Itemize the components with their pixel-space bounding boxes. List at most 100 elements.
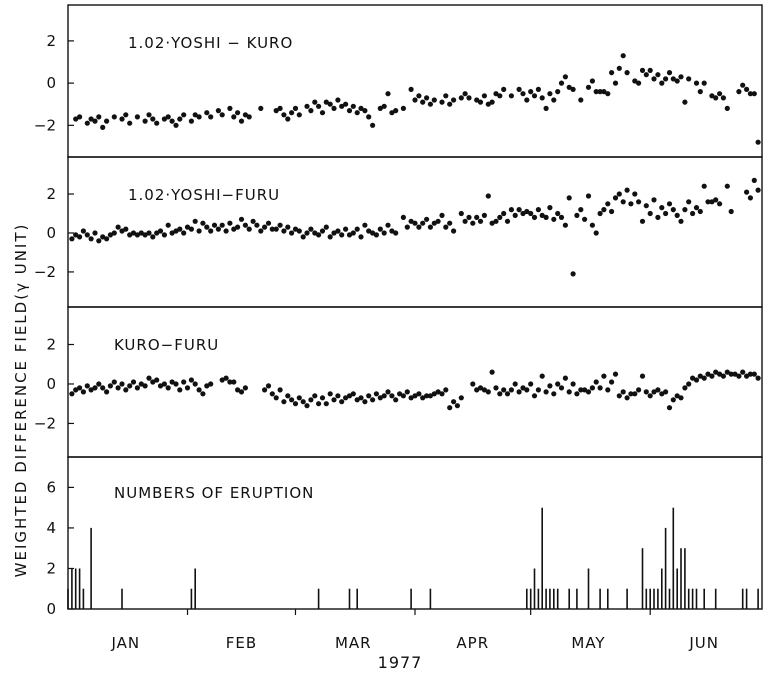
data-point <box>123 226 129 232</box>
data-point <box>161 381 167 387</box>
data-point <box>238 118 245 124</box>
data-point <box>316 103 322 109</box>
data-point <box>393 108 399 114</box>
data-point <box>755 375 761 381</box>
data-point <box>690 210 696 217</box>
data-point <box>157 383 164 389</box>
data-point <box>84 232 90 238</box>
data-point <box>605 201 611 207</box>
data-point <box>165 114 171 120</box>
data-point <box>651 76 657 82</box>
data-point <box>335 393 341 399</box>
data-point <box>350 103 356 109</box>
data-point <box>547 205 553 211</box>
data-point <box>169 230 175 236</box>
data-point <box>612 371 619 377</box>
data-point <box>339 232 345 238</box>
data-point <box>666 405 673 411</box>
data-point <box>277 222 283 228</box>
data-point <box>570 271 576 277</box>
data-point <box>188 226 194 232</box>
data-point <box>92 385 98 391</box>
data-point <box>713 197 719 203</box>
data-point <box>173 381 179 387</box>
data-point <box>720 95 727 101</box>
data-point <box>96 238 102 244</box>
data-point <box>636 80 642 86</box>
data-point <box>362 108 368 114</box>
data-point <box>655 214 661 220</box>
data-point <box>420 99 426 105</box>
data-point <box>447 405 453 411</box>
data-point <box>127 383 133 389</box>
data-point <box>701 183 707 189</box>
data-point <box>736 373 742 379</box>
panel-title: 1.02·YOSHI−FURU <box>128 186 280 204</box>
data-point <box>424 95 430 101</box>
data-point <box>381 230 387 236</box>
data-point <box>458 210 464 217</box>
data-point <box>377 226 383 232</box>
data-point <box>497 391 503 397</box>
data-point <box>238 389 245 395</box>
data-point <box>458 95 464 101</box>
data-point <box>100 124 106 130</box>
data-point <box>516 389 522 395</box>
data-point <box>377 395 383 401</box>
data-point <box>751 177 757 183</box>
data-point <box>242 222 248 228</box>
data-point <box>558 214 565 220</box>
data-point <box>543 214 549 220</box>
data-point <box>543 105 549 111</box>
data-point <box>578 387 584 393</box>
data-point <box>84 120 90 126</box>
data-point <box>366 393 372 399</box>
data-point <box>589 222 596 228</box>
data-point <box>663 389 669 395</box>
data-point <box>686 381 692 387</box>
data-point <box>196 228 202 234</box>
data-point <box>655 72 661 78</box>
data-point <box>585 389 592 395</box>
data-point <box>111 379 117 385</box>
data-point <box>354 110 360 116</box>
data-point <box>744 189 750 195</box>
data-point <box>262 224 268 230</box>
data-point <box>620 53 626 59</box>
data-point <box>111 230 117 236</box>
data-point <box>262 387 268 393</box>
data-point <box>77 114 83 120</box>
data-point <box>408 86 414 92</box>
data-point <box>624 395 630 401</box>
data-point <box>570 381 576 387</box>
panel-title: NUMBERS OF ERUPTION <box>114 484 314 502</box>
y-tick-label: 2 <box>46 559 56 577</box>
y-tick-label: 0 <box>46 224 56 242</box>
data-point <box>443 93 449 99</box>
y-axis-title: WEIGHTED DIFFERENCE FIELD(γ UNIT) <box>12 223 30 578</box>
data-point <box>80 389 86 395</box>
data-point <box>427 224 433 230</box>
y-tick-label: −2 <box>34 414 56 432</box>
data-point <box>177 387 183 393</box>
data-point <box>736 89 742 95</box>
data-point <box>123 387 129 393</box>
data-point <box>470 220 476 226</box>
data-point <box>150 116 156 122</box>
data-point <box>304 230 310 236</box>
data-point <box>755 187 761 193</box>
data-point <box>192 112 198 118</box>
data-point <box>582 387 588 393</box>
data-point <box>466 95 472 101</box>
data-point <box>165 385 171 391</box>
data-point <box>470 381 476 387</box>
data-point <box>327 234 333 240</box>
data-point <box>755 139 761 145</box>
data-point <box>585 84 592 90</box>
data-point <box>431 97 437 103</box>
data-point <box>562 74 569 80</box>
data-point <box>73 232 79 238</box>
data-point <box>242 385 248 391</box>
data-point <box>589 78 596 84</box>
